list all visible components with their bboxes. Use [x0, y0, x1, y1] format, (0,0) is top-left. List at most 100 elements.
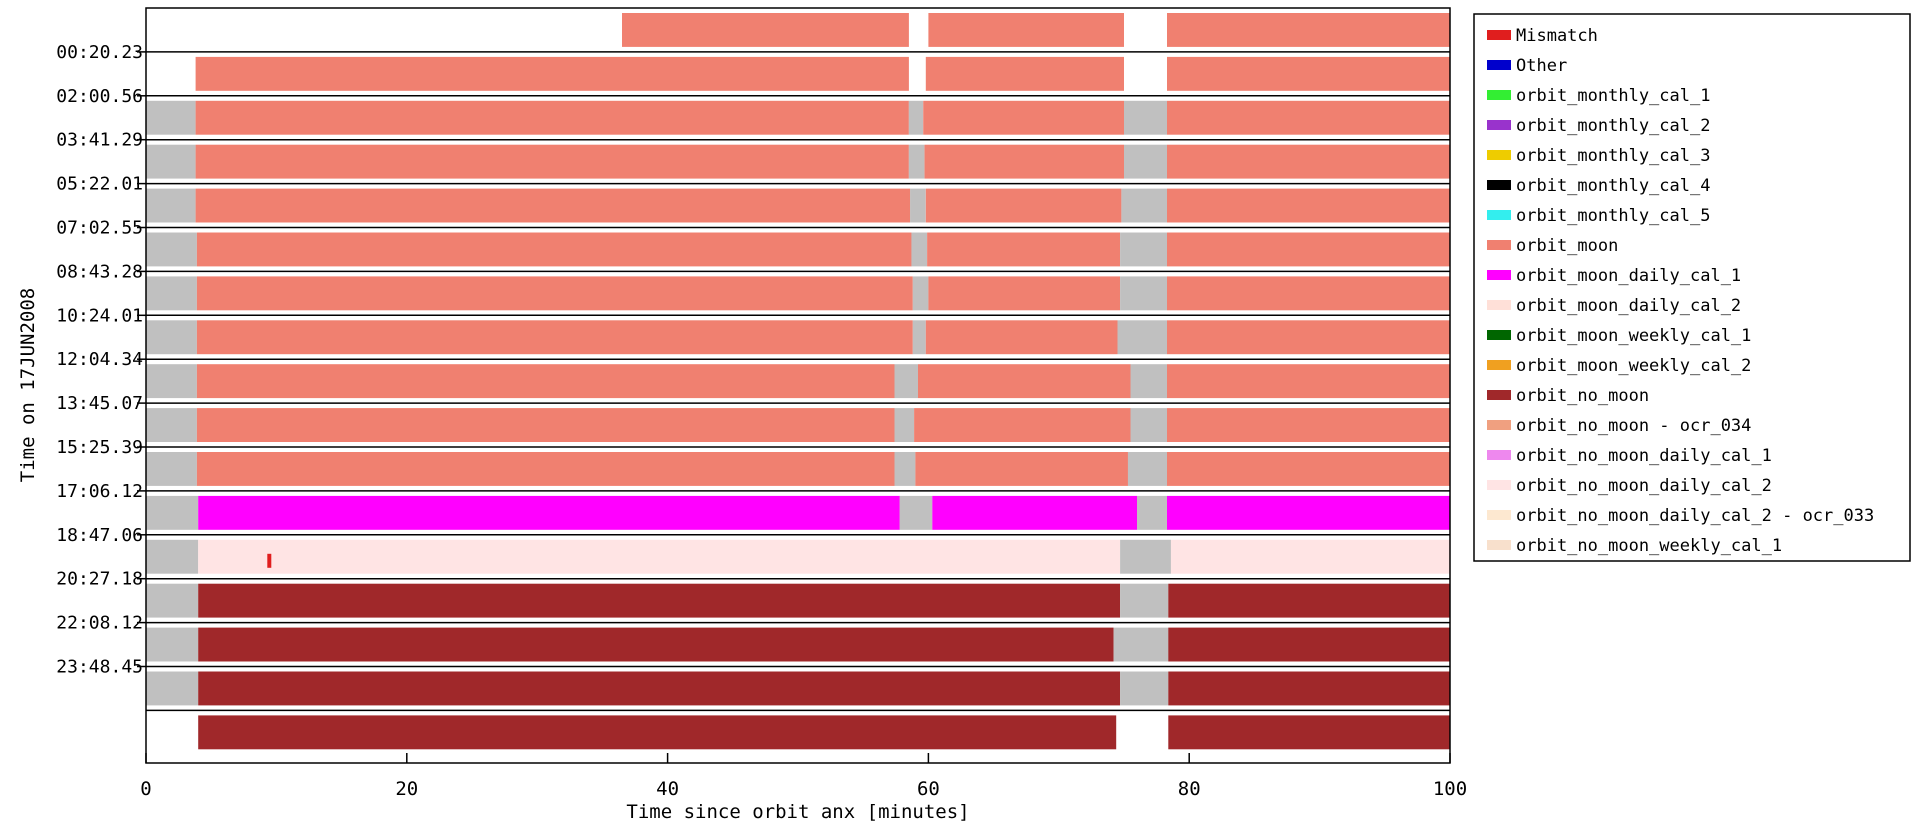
orbit-row [146, 534, 1450, 574]
orbit-row [146, 577, 1450, 618]
orbit-row [146, 51, 1450, 91]
y-tick-label: 03:41.29 [56, 130, 143, 151]
legend-swatch [1487, 300, 1511, 310]
orbit-segment [925, 56, 1124, 91]
orbit-row [146, 182, 1450, 223]
legend-label: orbit_moon_weekly_cal_1 [1516, 326, 1751, 346]
gap-segment [911, 232, 927, 267]
orbit-segment [918, 364, 1131, 399]
gap-segment [1120, 539, 1171, 574]
y-tick-label: 10:24.01 [56, 305, 143, 326]
legend-label: orbit_no_moon - ocr_034 [1516, 416, 1751, 436]
gap-segment [146, 452, 197, 486]
legend-label: orbit_moon_daily_cal_1 [1516, 266, 1741, 286]
y-tick-label: 07:02.55 [56, 218, 143, 239]
legend-label: orbit_moon_weekly_cal_2 [1516, 356, 1751, 376]
orbit-segment [1168, 671, 1450, 706]
legend-swatch [1487, 480, 1511, 490]
y-axis-label: Time on 17JUN2008 [17, 288, 39, 482]
gap-segment [146, 364, 197, 399]
legend-entry: orbit_moon_daily_cal_2 [1487, 296, 1741, 316]
legend-swatch [1487, 360, 1511, 370]
orbit-segment [928, 276, 1121, 311]
orbit-segment [932, 495, 1137, 530]
orbit-segment [198, 715, 1117, 750]
orbit-segment [195, 13, 622, 47]
orbit-segment [923, 100, 1124, 135]
legend-label: orbit_moon [1516, 236, 1618, 256]
y-tick-label: 17:06.12 [56, 481, 143, 502]
legend-swatch [1487, 240, 1511, 250]
gap-segment [146, 100, 196, 135]
x-axis-label: Time since orbit anx [minutes] [626, 801, 969, 823]
legend-entry: orbit_moon [1487, 236, 1618, 256]
orbit-bars [146, 13, 1450, 750]
orbit-segment [196, 452, 895, 486]
legend-label: orbit_monthly_cal_2 [1516, 116, 1710, 136]
gap-segment [908, 144, 925, 179]
legend-swatch [1487, 540, 1511, 550]
orbit-segment [1167, 144, 1450, 179]
plot-frame [145, 7, 1451, 764]
legend-label: orbit_monthly_cal_1 [1516, 86, 1710, 106]
legend-entry: Other [1487, 56, 1567, 76]
gap-segment [899, 495, 933, 530]
orbit-segment [1167, 452, 1450, 486]
gap-segment [1137, 495, 1167, 530]
orbit-segment [195, 100, 909, 135]
orbit-segment [198, 671, 1121, 706]
orbit-segment [196, 320, 913, 355]
mismatch-marker [267, 553, 272, 568]
gap-segment [146, 232, 197, 267]
legend-label: orbit_moon_daily_cal_2 [1516, 296, 1741, 316]
y-tick-label: 08:43.28 [56, 261, 143, 282]
orbit-row [195, 13, 1450, 47]
x-tick-label: 40 [656, 778, 679, 800]
gap-segment [894, 364, 918, 399]
legend-entry: orbit_monthly_cal_5 [1487, 206, 1710, 226]
gap-segment [894, 408, 915, 442]
orbit-segment [1167, 56, 1450, 91]
gap-segment [1120, 232, 1167, 267]
orbit-row [146, 665, 1450, 706]
legend-label: orbit_no_moon_daily_cal_2 - ocr_033 [1516, 506, 1874, 526]
gap-segment [1117, 320, 1168, 355]
orbit-segment [1167, 495, 1450, 530]
orbit-segment [925, 188, 1122, 223]
orbit-segment [924, 144, 1124, 179]
legend-frame [1473, 13, 1911, 562]
gap-segment [146, 539, 199, 574]
legend-entry: orbit_monthly_cal_4 [1487, 176, 1710, 196]
orbit-row [146, 358, 1450, 399]
gap-segment [146, 671, 199, 706]
orbit-row [146, 490, 1450, 530]
orbit-segment [196, 276, 913, 311]
orbit-segment [198, 495, 900, 530]
orbit-segment [1167, 276, 1450, 311]
orbit-segment [1167, 232, 1450, 267]
orbit-segment [195, 56, 909, 91]
gap-segment [1120, 671, 1169, 706]
legend-swatch [1487, 210, 1511, 220]
y-tick-label: 23:48.45 [56, 657, 143, 678]
legend-entry: orbit_moon_weekly_cal_1 [1487, 326, 1751, 346]
orbit-segment [1167, 320, 1450, 355]
orbit-segment [196, 232, 912, 267]
x-tick-label: 20 [395, 778, 418, 800]
legend-entry: orbit_moon_weekly_cal_2 [1487, 356, 1751, 376]
gap-segment [894, 452, 916, 486]
orbit-segment [1168, 715, 1450, 750]
legend-swatch [1487, 270, 1511, 280]
legend-entry: Mismatch [1487, 26, 1598, 46]
y-tick-label: 02:00.56 [56, 86, 143, 107]
legend-entry: orbit_no_moon_daily_cal_1 [1487, 446, 1772, 466]
orbit-segment [1167, 408, 1450, 442]
x-tick-label: 60 [917, 778, 940, 800]
legend-swatch [1487, 510, 1511, 520]
legend-entry: orbit_monthly_cal_2 [1487, 116, 1710, 136]
y-tick-label: 20:27.18 [56, 569, 143, 590]
gap-segment [1113, 627, 1169, 662]
legend-swatch [1487, 60, 1511, 70]
orbit-segment [198, 539, 1121, 574]
